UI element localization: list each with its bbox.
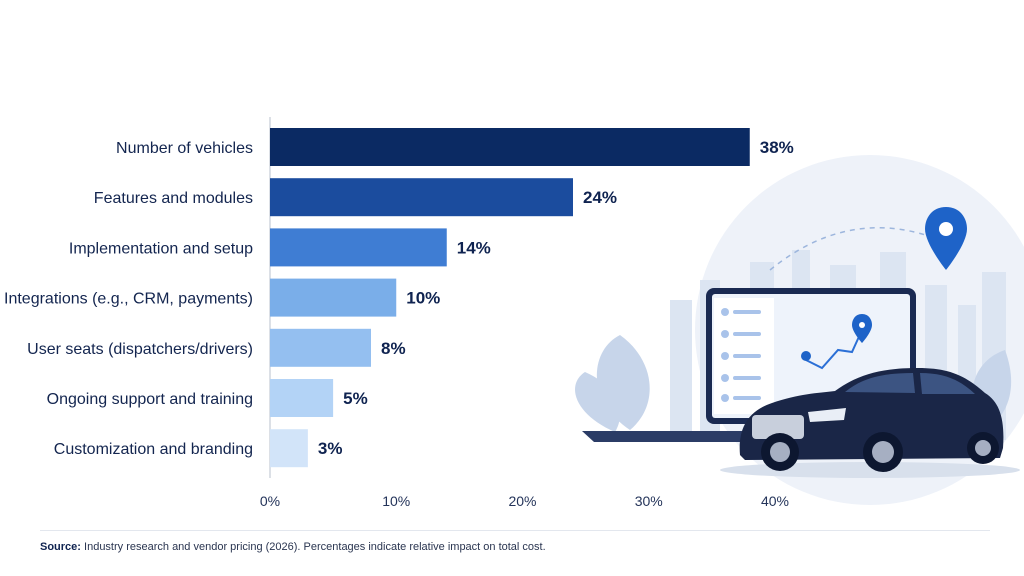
- x-tick-label: 30%: [635, 493, 663, 509]
- bar: [270, 429, 308, 468]
- source-label: Source:: [40, 541, 81, 553]
- value-label: 10%: [406, 289, 440, 308]
- x-tick-label: 20%: [508, 493, 536, 509]
- bar: [270, 328, 371, 367]
- value-label: 24%: [583, 188, 617, 207]
- category-label: Customization and branding: [54, 441, 253, 458]
- bar: [270, 278, 397, 317]
- category-label: Number of vehicles: [116, 140, 253, 157]
- location-pin-icon: [925, 207, 967, 270]
- source-text: Industry research and vendor pricing (20…: [80, 541, 546, 553]
- bar: [270, 379, 334, 417]
- x-tick-label: 0%: [260, 493, 280, 509]
- footer-divider: [40, 530, 990, 531]
- bar: [270, 178, 573, 217]
- bar: [270, 128, 750, 166]
- bar-chart-area: Number of vehicles 38% Features and module…: [4, 117, 794, 509]
- route-dashed-line: [769, 227, 941, 271]
- leaf-icon: [575, 335, 1012, 432]
- x-tick-label: 40%: [761, 493, 789, 509]
- category-label: User seats (dispatchers/drivers): [27, 341, 253, 358]
- value-label: 5%: [343, 389, 368, 408]
- category-label: Ongoing support and training: [47, 391, 253, 408]
- bar: [270, 228, 447, 267]
- value-label: 3%: [318, 439, 343, 458]
- category-label: Implementation and setup: [69, 240, 253, 257]
- source-note: Source: Industry research and vendor pri…: [40, 541, 546, 553]
- category-label: Features and modules: [94, 190, 253, 207]
- car-icon: [720, 368, 1020, 478]
- illustration: [575, 155, 1024, 505]
- value-label: 8%: [381, 339, 406, 358]
- value-label: 14%: [457, 238, 491, 257]
- x-tick-label: 10%: [382, 493, 410, 509]
- category-label: Integrations (e.g., CRM, payments): [4, 291, 253, 308]
- value-label: 38%: [760, 138, 794, 157]
